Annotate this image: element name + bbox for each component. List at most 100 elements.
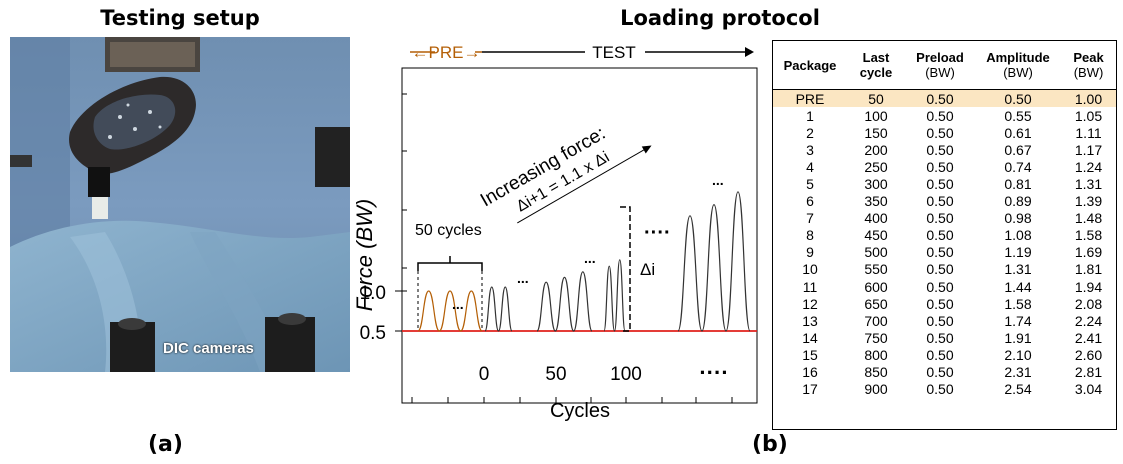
table-cell: 0.61: [1004, 124, 1032, 141]
x-minor-ticks: [411, 397, 733, 403]
table-cell: 1.17: [1074, 141, 1103, 158]
table-cell: 8: [806, 227, 814, 244]
table-cell: 400: [864, 210, 888, 227]
table-cell: 15: [802, 346, 818, 363]
table-row: 17 900 0.50 2.54 3.04: [773, 381, 1116, 398]
x-ellipsis: ····: [699, 360, 728, 385]
table-cell: 2.31: [1004, 364, 1032, 381]
waveform-series-3: [603, 259, 626, 332]
table-cell: 1.48: [1074, 210, 1103, 227]
table-cell: 0.50: [926, 261, 954, 278]
table-row: PRE 50 0.50 0.50 1.00: [773, 89, 1116, 108]
table-cell: 1.31: [1074, 176, 1103, 193]
table-cell: 0.50: [975, 89, 1061, 108]
force-arrowhead: [641, 145, 652, 154]
table-cell: 0.50: [926, 278, 954, 295]
table-cell: 850: [864, 364, 888, 381]
table-cell: 500: [864, 244, 888, 261]
ellipsis-1: ...: [517, 270, 529, 286]
table-cell: 550: [864, 261, 888, 278]
table-cell: 350: [864, 193, 888, 210]
table-row: 10 550 0.50 1.31 1.81: [773, 261, 1116, 278]
table-cell: 1.39: [1074, 193, 1103, 210]
table-cell: 1.91: [1004, 329, 1032, 346]
table-header-row: Package Last cycle Preload (BW) Amplitude…: [773, 41, 1116, 90]
y-tick-label-1: 1.0: [360, 283, 386, 304]
table-row: 7 400 0.50 0.98 1.48: [773, 210, 1116, 227]
table-cell: 0.50: [905, 89, 975, 108]
table-row: 16 850 0.50 2.31 2.81: [773, 364, 1116, 381]
table-row: 3 200 0.50 0.67 1.17: [773, 141, 1116, 158]
cycles-annotation: 50 cycles: [415, 222, 482, 239]
table-cell: 0.50: [926, 312, 954, 329]
table-cell: 0.81: [1004, 176, 1032, 193]
table-cell: 1.58: [1004, 295, 1032, 312]
table-cell: 1.31: [1004, 261, 1032, 278]
chart-svg: ←PRE→ TEST 1.0 0.5 0 50 100: [352, 43, 758, 422]
table-cell: 1: [806, 107, 814, 124]
table-cell: 0.50: [926, 158, 954, 175]
table-cell: 2.08: [1074, 295, 1103, 312]
table-cell: 2.81: [1074, 364, 1103, 381]
table-cell: 100: [864, 107, 888, 124]
table-cell: 10: [802, 261, 818, 278]
table-cell: 1.58: [1074, 227, 1103, 244]
delta-bracket: [620, 206, 631, 332]
table-cell: 7: [806, 210, 814, 227]
testing-setup-photo: DIC cameras: [10, 37, 350, 372]
waveform-series-2: [536, 271, 593, 332]
table-cell: 1.94: [1074, 278, 1103, 295]
table-cell: 750: [864, 329, 888, 346]
table-cell: 200: [864, 141, 888, 158]
x-axis-label: Cycles: [550, 400, 610, 422]
table-cell: 16: [802, 364, 818, 381]
table-cell: 2.10: [1004, 346, 1032, 363]
table-row: 2 150 0.50 0.61 1.11: [773, 124, 1116, 141]
table-cell: 1.11: [1075, 124, 1102, 141]
table-cell: 1.74: [1004, 312, 1032, 329]
table-cell: 0.50: [926, 295, 954, 312]
header-preload: Preload (BW): [905, 41, 975, 90]
table-row: 9 500 0.50 1.19 1.69: [773, 244, 1116, 261]
table-row: 13 700 0.50 1.74 2.24: [773, 312, 1116, 329]
table-cell: 4: [806, 158, 814, 175]
y-tick-label-05: 0.5: [360, 323, 386, 344]
table-cell: 700: [864, 312, 888, 329]
table-row: 6 350 0.50 0.89 1.39: [773, 193, 1116, 210]
table-row: 1 100 0.50 0.55 1.05: [773, 107, 1116, 124]
panel-b-title: Loading protocol: [620, 6, 820, 30]
table-cell: 650: [864, 295, 888, 312]
test-label-bg: [585, 43, 645, 61]
table-cell: 0.50: [926, 329, 954, 346]
table-cell: 2.24: [1074, 312, 1103, 329]
y-minor-ticks: [402, 93, 407, 269]
table-cell: 13: [802, 312, 818, 329]
delta-ellipsis: ····: [644, 222, 671, 244]
header-package: Package: [773, 41, 847, 90]
waveform-group: [417, 191, 751, 332]
table-cell: 14: [802, 329, 818, 346]
table-row: 11 600 0.50 1.44 1.94: [773, 278, 1116, 295]
table-row: 14 750 0.50 1.91 2.41: [773, 329, 1116, 346]
table-cell: 3: [806, 141, 814, 158]
ellipsis-pre: ...: [452, 296, 464, 312]
table-cell: 0.50: [926, 364, 954, 381]
photo-illustration: [10, 37, 350, 372]
table-cell: 1.00: [1061, 89, 1116, 108]
waveform-series-0: [417, 290, 483, 332]
table-cell: 0.55: [1004, 107, 1032, 124]
ellipsis-3: ...: [712, 172, 724, 188]
table-row: 12 650 0.50 1.58 2.08: [773, 295, 1116, 312]
table-cell: 0.50: [926, 346, 954, 363]
plot-frame: [401, 67, 758, 404]
table-cell: 9: [806, 244, 814, 261]
ellipsis-2: ...: [584, 250, 596, 266]
table-cell: 0.50: [926, 193, 954, 210]
table-cell: 0.50: [926, 210, 954, 227]
table-cell: 6: [806, 193, 814, 210]
table-cell: 0.89: [1004, 193, 1032, 210]
protocol-table: Package Last cycle Preload (BW) Amplitude…: [772, 40, 1117, 430]
y-axis-label: Force (BW): [352, 199, 377, 311]
table-cell: 250: [864, 158, 888, 175]
table-cell: 1.08: [1004, 227, 1032, 244]
